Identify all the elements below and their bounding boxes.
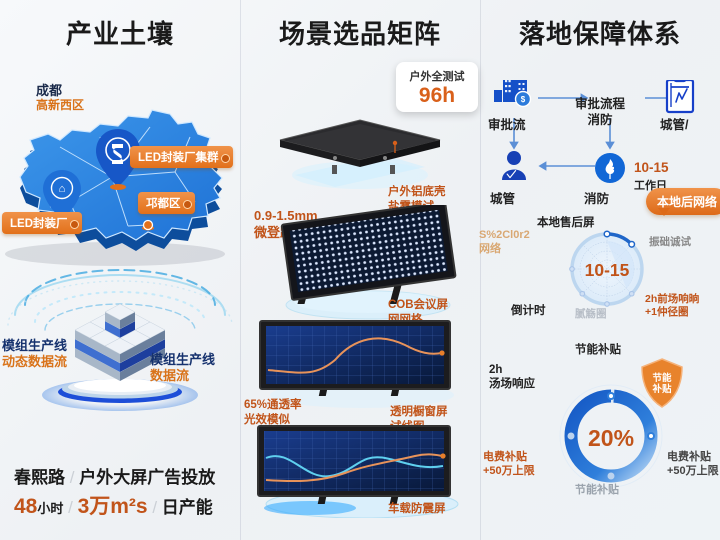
svg-text:⌂: ⌂ (59, 183, 66, 195)
svg-text:10-15: 10-15 (585, 260, 630, 280)
svg-text:20%: 20% (588, 425, 634, 451)
svg-text:$: $ (521, 95, 526, 104)
svg-text:节能: 节能 (652, 372, 672, 384)
svg-text:补贴: 补贴 (651, 383, 672, 395)
